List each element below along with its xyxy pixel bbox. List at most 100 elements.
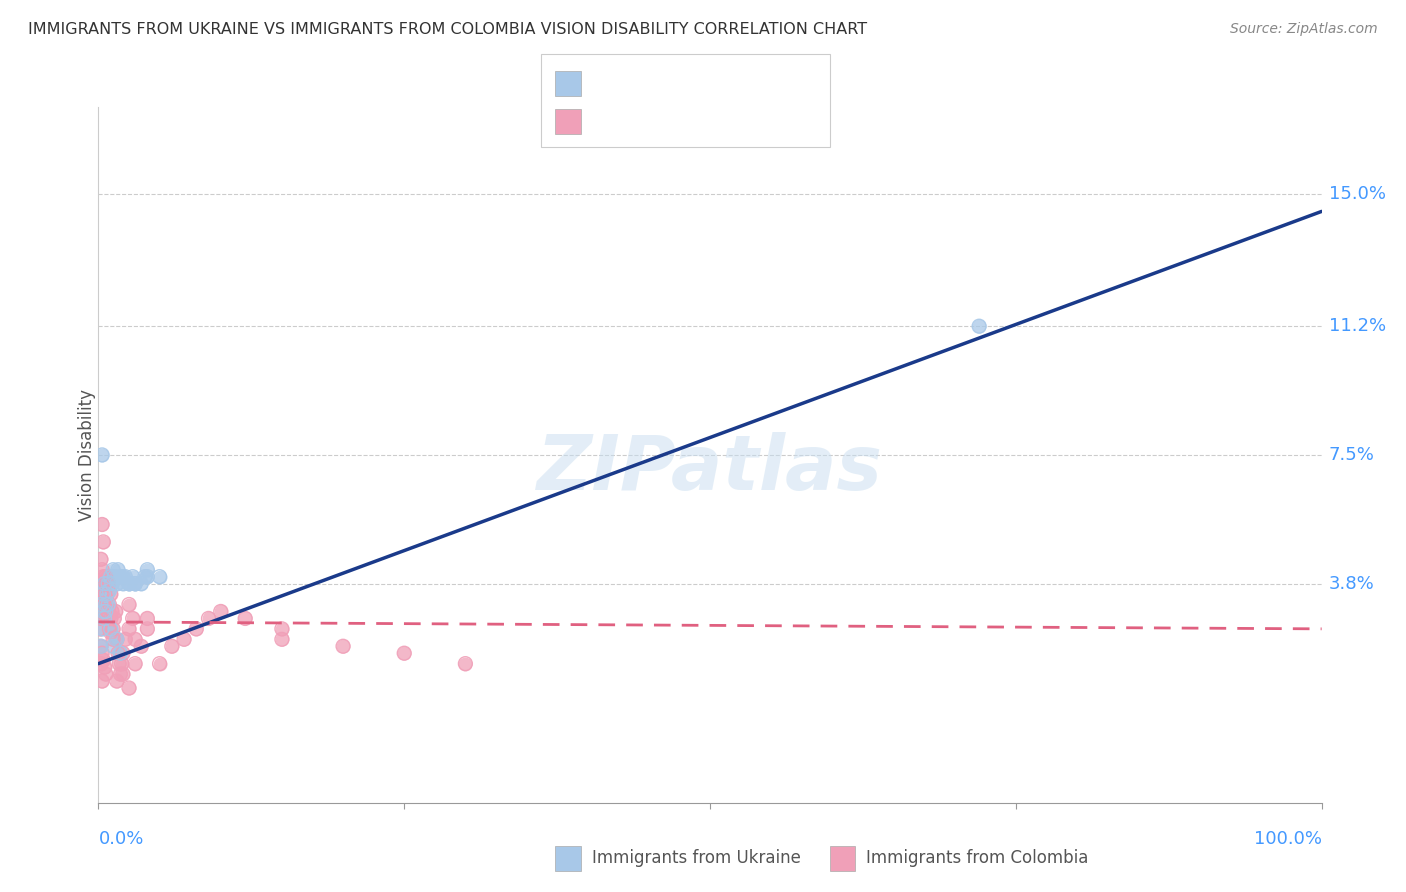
Point [91,653,114,667]
Point [97,576,120,591]
Point [93,591,115,605]
Point [118,576,141,591]
Point [91,583,114,598]
Point [118,681,141,695]
Point [114,632,136,647]
Point [173,632,195,647]
Point [94,598,117,612]
Point [101,563,124,577]
Point [101,563,124,577]
Point [100,611,122,625]
Point [103,570,125,584]
Point [93,611,115,625]
Text: Immigrants from Ukraine: Immigrants from Ukraine [592,849,801,867]
Point [118,576,141,591]
Point [129,576,152,591]
Point [97,605,120,619]
Point [91,598,114,612]
Point [233,611,256,625]
Point [91,448,114,462]
Point [94,591,117,605]
Point [124,657,146,671]
Text: Immigrants from Colombia: Immigrants from Colombia [866,849,1088,867]
Point [105,576,128,591]
Point [94,570,117,584]
Point [91,605,114,619]
Point [118,681,141,695]
Point [197,611,219,625]
Point [270,622,294,636]
Point [110,667,132,681]
Text: ZIPatlas: ZIPatlas [537,432,883,506]
Point [91,576,114,591]
Point [111,570,134,584]
Point [121,570,143,584]
Point [105,576,128,591]
Point [100,625,122,640]
Point [270,632,294,647]
Point [91,674,114,689]
Point [91,576,114,591]
Point [91,448,114,462]
Point [90,639,112,653]
Point [91,598,114,612]
Point [91,605,114,619]
Point [107,563,129,577]
Point [91,563,114,577]
Point [118,598,141,612]
Text: 11.2%: 11.2% [1329,318,1386,335]
Point [93,587,115,601]
Point [94,598,117,612]
Point [111,667,134,681]
Point [136,622,159,636]
Point [110,570,132,584]
Point [114,570,136,584]
Point [136,622,159,636]
Point [97,576,120,591]
Point [101,632,124,647]
Point [136,570,159,584]
Point [91,646,114,660]
Point [97,598,120,612]
Point [186,622,208,636]
Point [124,576,146,591]
Point [96,611,118,625]
Point [91,517,114,532]
Point [108,657,131,671]
Point [136,570,159,584]
Point [91,570,114,584]
Point [94,667,117,681]
Point [124,576,146,591]
Text: 100.0%: 100.0% [1254,830,1322,847]
Point [96,611,118,625]
Point [105,632,128,647]
Point [136,563,159,577]
Point [103,570,125,584]
Point [454,657,477,671]
Point [100,625,122,640]
Point [98,583,121,598]
Point [100,570,122,584]
Point [91,570,114,584]
Point [91,534,114,549]
Point [91,576,114,591]
Point [91,622,114,636]
Point [149,657,172,671]
Point [105,674,128,689]
Point [94,605,117,619]
Point [101,605,124,619]
Point [967,319,990,334]
Point [94,605,117,619]
Point [98,622,121,636]
Point [111,576,134,591]
Text: 3.8%: 3.8% [1329,574,1375,592]
Point [111,667,134,681]
Point [967,319,990,334]
Point [149,570,172,584]
Point [90,639,112,653]
Point [160,639,183,653]
Point [96,587,118,601]
Point [121,611,143,625]
Point [233,611,256,625]
Point [90,657,112,671]
